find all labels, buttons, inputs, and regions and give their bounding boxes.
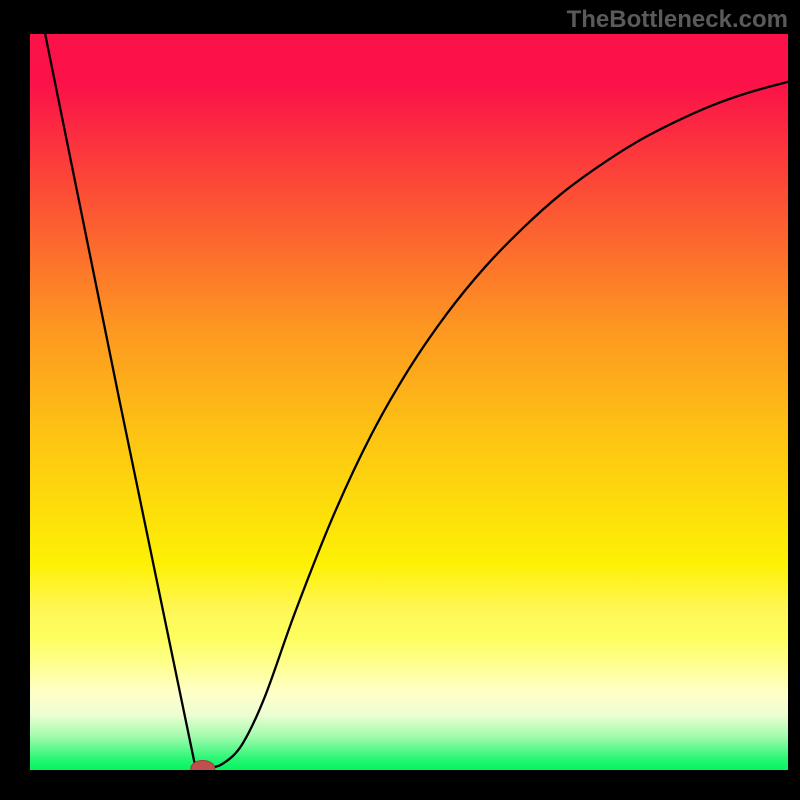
bottleneck-curve xyxy=(45,34,788,770)
curve-layer xyxy=(30,34,788,770)
watermark-text: TheBottleneck.com xyxy=(567,6,788,34)
plot-area xyxy=(30,34,788,770)
